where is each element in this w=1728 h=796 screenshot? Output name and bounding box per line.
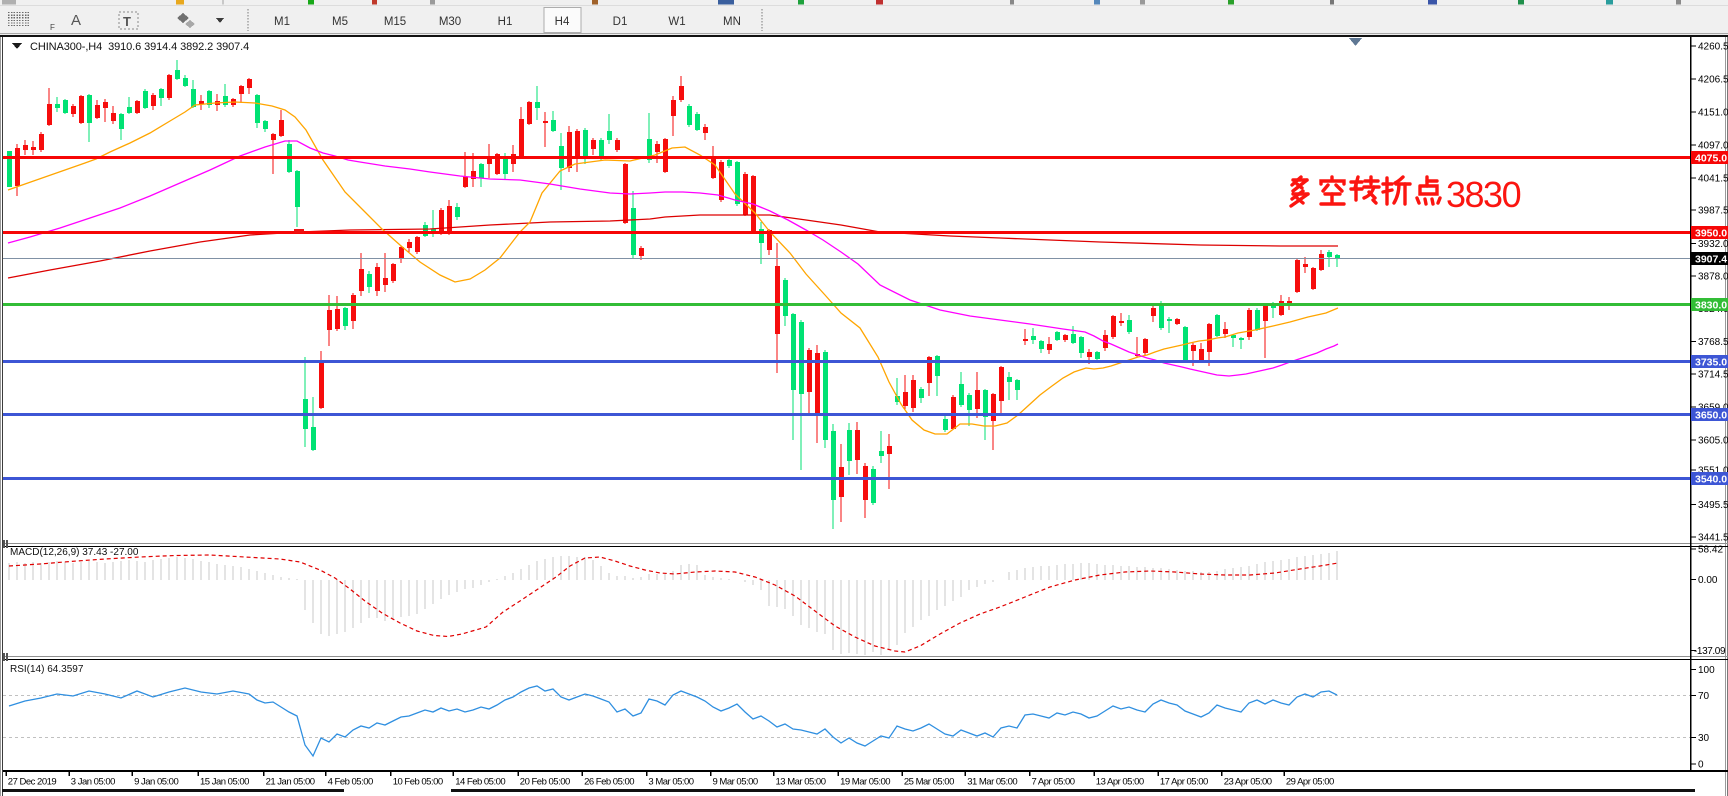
svg-text:70: 70 — [1698, 691, 1710, 702]
svg-text:21 Jan 05:00: 21 Jan 05:00 — [266, 777, 315, 788]
svg-text:3540.0: 3540.0 — [1695, 474, 1727, 486]
svg-text:26 Feb 05:00: 26 Feb 05:00 — [584, 777, 634, 788]
svg-text:0.00: 0.00 — [1698, 575, 1718, 586]
svg-text:3987.5: 3987.5 — [1698, 206, 1728, 217]
svg-text:H4: H4 — [555, 16, 570, 28]
svg-text:3907.4: 3907.4 — [1695, 254, 1727, 266]
svg-text:9 Jan 05:00: 9 Jan 05:00 — [134, 777, 178, 788]
svg-text:29 Apr 05:00: 29 Apr 05:00 — [1286, 777, 1334, 788]
svg-text:MACD(12,26,9) 37.43 -27.00: MACD(12,26,9) 37.43 -27.00 — [10, 547, 139, 558]
svg-text:58.42: 58.42 — [1698, 545, 1723, 556]
svg-text:23 Apr 05:00: 23 Apr 05:00 — [1224, 777, 1272, 788]
svg-text:3650.0: 3650.0 — [1695, 410, 1727, 422]
svg-text:4075.0: 4075.0 — [1695, 153, 1727, 165]
svg-text:3 Jan 05:00: 3 Jan 05:00 — [71, 777, 115, 788]
svg-text:RSI(14) 64.3597: RSI(14) 64.3597 — [10, 664, 84, 675]
svg-text:3830: 3830 — [1446, 174, 1521, 215]
svg-text:F: F — [50, 23, 55, 32]
svg-text:3830.0: 3830.0 — [1695, 300, 1727, 312]
svg-text:M30: M30 — [439, 16, 461, 28]
svg-text:9 Mar 05:00: 9 Mar 05:00 — [713, 777, 758, 788]
svg-text:0: 0 — [1698, 760, 1704, 771]
svg-text:4206.5: 4206.5 — [1698, 75, 1728, 86]
svg-text:3551.0: 3551.0 — [1698, 466, 1728, 477]
svg-text:4260.5: 4260.5 — [1698, 42, 1728, 53]
svg-text:3932.0: 3932.0 — [1698, 239, 1728, 250]
svg-text:A: A — [71, 12, 81, 29]
svg-text:4 Feb 05:00: 4 Feb 05:00 — [328, 777, 373, 788]
svg-text:3605.0: 3605.0 — [1698, 436, 1728, 447]
svg-text:M15: M15 — [384, 16, 406, 28]
svg-text:19 Mar 05:00: 19 Mar 05:00 — [840, 777, 890, 788]
svg-text:31 Mar 05:00: 31 Mar 05:00 — [967, 777, 1017, 788]
svg-text:15 Jan 05:00: 15 Jan 05:00 — [200, 777, 249, 788]
svg-text:W1: W1 — [668, 16, 685, 28]
svg-text:30: 30 — [1698, 733, 1710, 744]
svg-text:3714.5: 3714.5 — [1698, 370, 1728, 381]
svg-text:D1: D1 — [613, 16, 628, 28]
svg-text:CHINA300-,H4 3910.6 3914.4 38: CHINA300-,H4 3910.6 3914.4 3892.2 3907.4 — [30, 41, 249, 53]
svg-text:MN: MN — [723, 16, 741, 28]
svg-text:M5: M5 — [332, 16, 348, 28]
svg-text:4041.5: 4041.5 — [1698, 174, 1728, 185]
svg-text:100: 100 — [1698, 665, 1715, 676]
svg-text:13 Apr 05:00: 13 Apr 05:00 — [1096, 777, 1144, 788]
svg-text:3441.5: 3441.5 — [1698, 533, 1728, 544]
svg-text:3495.5: 3495.5 — [1698, 500, 1728, 511]
svg-text:13 Mar 05:00: 13 Mar 05:00 — [776, 777, 826, 788]
svg-text:T: T — [123, 14, 131, 29]
svg-text:H1: H1 — [498, 16, 513, 28]
svg-text:3878.0: 3878.0 — [1698, 272, 1728, 283]
svg-text:3 Mar 05:00: 3 Mar 05:00 — [648, 777, 693, 788]
svg-text:4151.0: 4151.0 — [1698, 108, 1728, 119]
svg-text:7 Apr 05:00: 7 Apr 05:00 — [1032, 777, 1075, 788]
svg-text:3950.0: 3950.0 — [1695, 228, 1727, 240]
svg-text:4097.0: 4097.0 — [1698, 141, 1728, 152]
svg-text:17 Apr 05:00: 17 Apr 05:00 — [1160, 777, 1208, 788]
svg-text:14 Feb 05:00: 14 Feb 05:00 — [455, 777, 505, 788]
svg-text:3768.5: 3768.5 — [1698, 337, 1728, 348]
svg-text:3735.0: 3735.0 — [1695, 357, 1727, 369]
svg-text:10 Feb 05:00: 10 Feb 05:00 — [393, 777, 443, 788]
svg-text:-137.09: -137.09 — [1694, 646, 1726, 657]
svg-text:M1: M1 — [274, 16, 290, 28]
svg-text:20 Feb 05:00: 20 Feb 05:00 — [520, 777, 570, 788]
svg-text:27 Dec 2019: 27 Dec 2019 — [8, 777, 57, 788]
svg-text:25 Mar 05:00: 25 Mar 05:00 — [904, 777, 954, 788]
